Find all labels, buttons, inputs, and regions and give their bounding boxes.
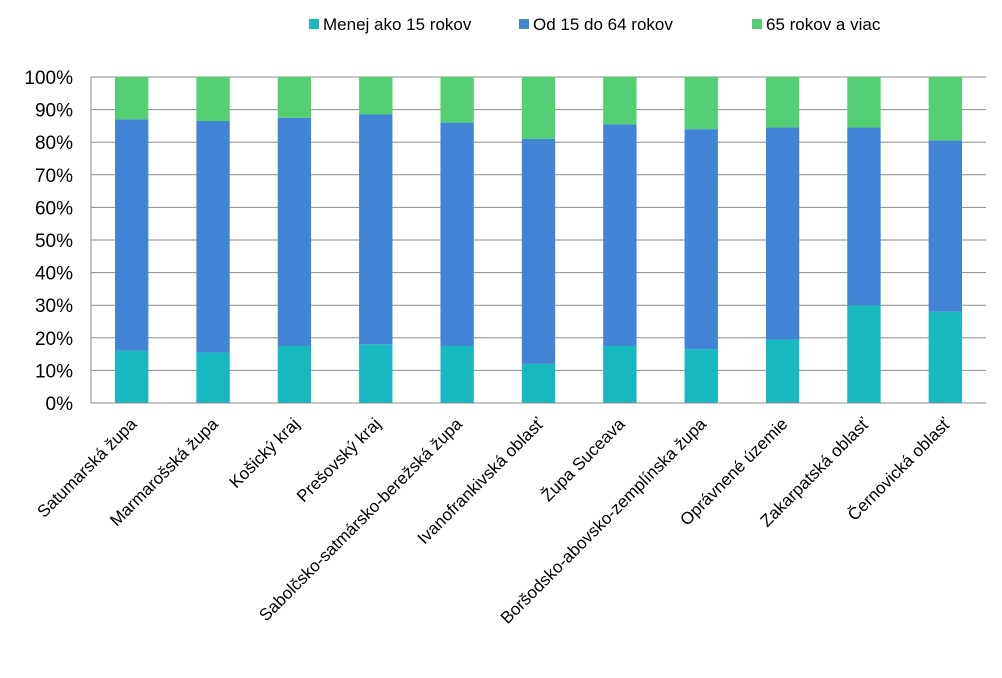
bar-segment-series-2 [196, 77, 230, 122]
bar-segment-series-0 [277, 345, 312, 403]
bar-segment-series-2 [928, 77, 962, 141]
bar-segment-series-1 [277, 117, 312, 346]
bar-segment-series-0 [521, 363, 556, 403]
bar-segment-series-0 [765, 339, 800, 403]
y-tick-label: 90% [35, 101, 73, 122]
y-tick-label: 80% [35, 133, 73, 154]
bar-segment-series-2 [603, 77, 637, 125]
axes: 0%10%20%30%40%50%60%70%80%90%100%Satumar… [24, 68, 986, 628]
bar-segment-series-1 [521, 138, 556, 364]
legend-swatch [309, 19, 319, 29]
y-tick-label: 100% [24, 68, 73, 89]
legend-swatch [519, 19, 529, 29]
x-category-label: Košický kraj [226, 414, 304, 492]
bar-segment-series-2 [521, 77, 556, 139]
bar-segment-series-1 [684, 129, 718, 350]
bar-segment-series-1 [928, 140, 962, 312]
x-category-label: Župa Suceava [538, 414, 629, 505]
bars [115, 77, 962, 403]
y-tick-label: 60% [35, 198, 73, 219]
y-tick-label: 70% [35, 166, 73, 187]
bar-segment-series-0 [603, 345, 637, 403]
legend-swatch [752, 19, 762, 29]
legend-label: Menej ako 15 rokov [323, 15, 472, 34]
legend-label: Od 15 do 64 rokov [533, 15, 673, 34]
bar-segment-series-2 [684, 77, 718, 130]
bar-segment-series-0 [440, 345, 474, 403]
bar-segment-series-0 [115, 350, 149, 403]
y-tick-label: 10% [35, 361, 73, 382]
bar-segment-series-1 [765, 127, 800, 340]
legend: Menej ako 15 rokov Od 15 do 64 rokov 65 ro… [309, 15, 881, 34]
bar-segment-series-1 [847, 127, 881, 306]
bar-segment-series-0 [847, 305, 881, 403]
bar-segment-series-2 [277, 77, 312, 118]
bar-segment-series-1 [359, 114, 393, 345]
bar-segment-series-0 [196, 352, 230, 403]
bar-segment-series-0 [684, 349, 718, 403]
bar-segment-series-1 [115, 119, 149, 351]
y-tick-label: 0% [46, 394, 74, 415]
bar-segment-series-0 [928, 311, 962, 403]
bar-segment-series-2 [847, 77, 881, 128]
bar-segment-series-2 [440, 77, 474, 123]
bar-segment-series-1 [603, 124, 637, 346]
bar-segment-series-1 [440, 122, 474, 346]
y-tick-label: 20% [35, 329, 73, 350]
bar-segment-series-2 [115, 77, 149, 120]
legend-label: 65 rokov a viac [766, 15, 881, 34]
bar-segment-series-2 [359, 77, 393, 115]
bar-segment-series-1 [196, 121, 230, 353]
bar-segment-series-0 [359, 344, 393, 403]
y-tick-label: 50% [35, 231, 73, 252]
x-category-label: Prešovský kraj [293, 414, 385, 506]
y-tick-label: 30% [35, 296, 73, 317]
bar-segment-series-2 [765, 77, 800, 128]
y-tick-label: 40% [35, 264, 73, 285]
